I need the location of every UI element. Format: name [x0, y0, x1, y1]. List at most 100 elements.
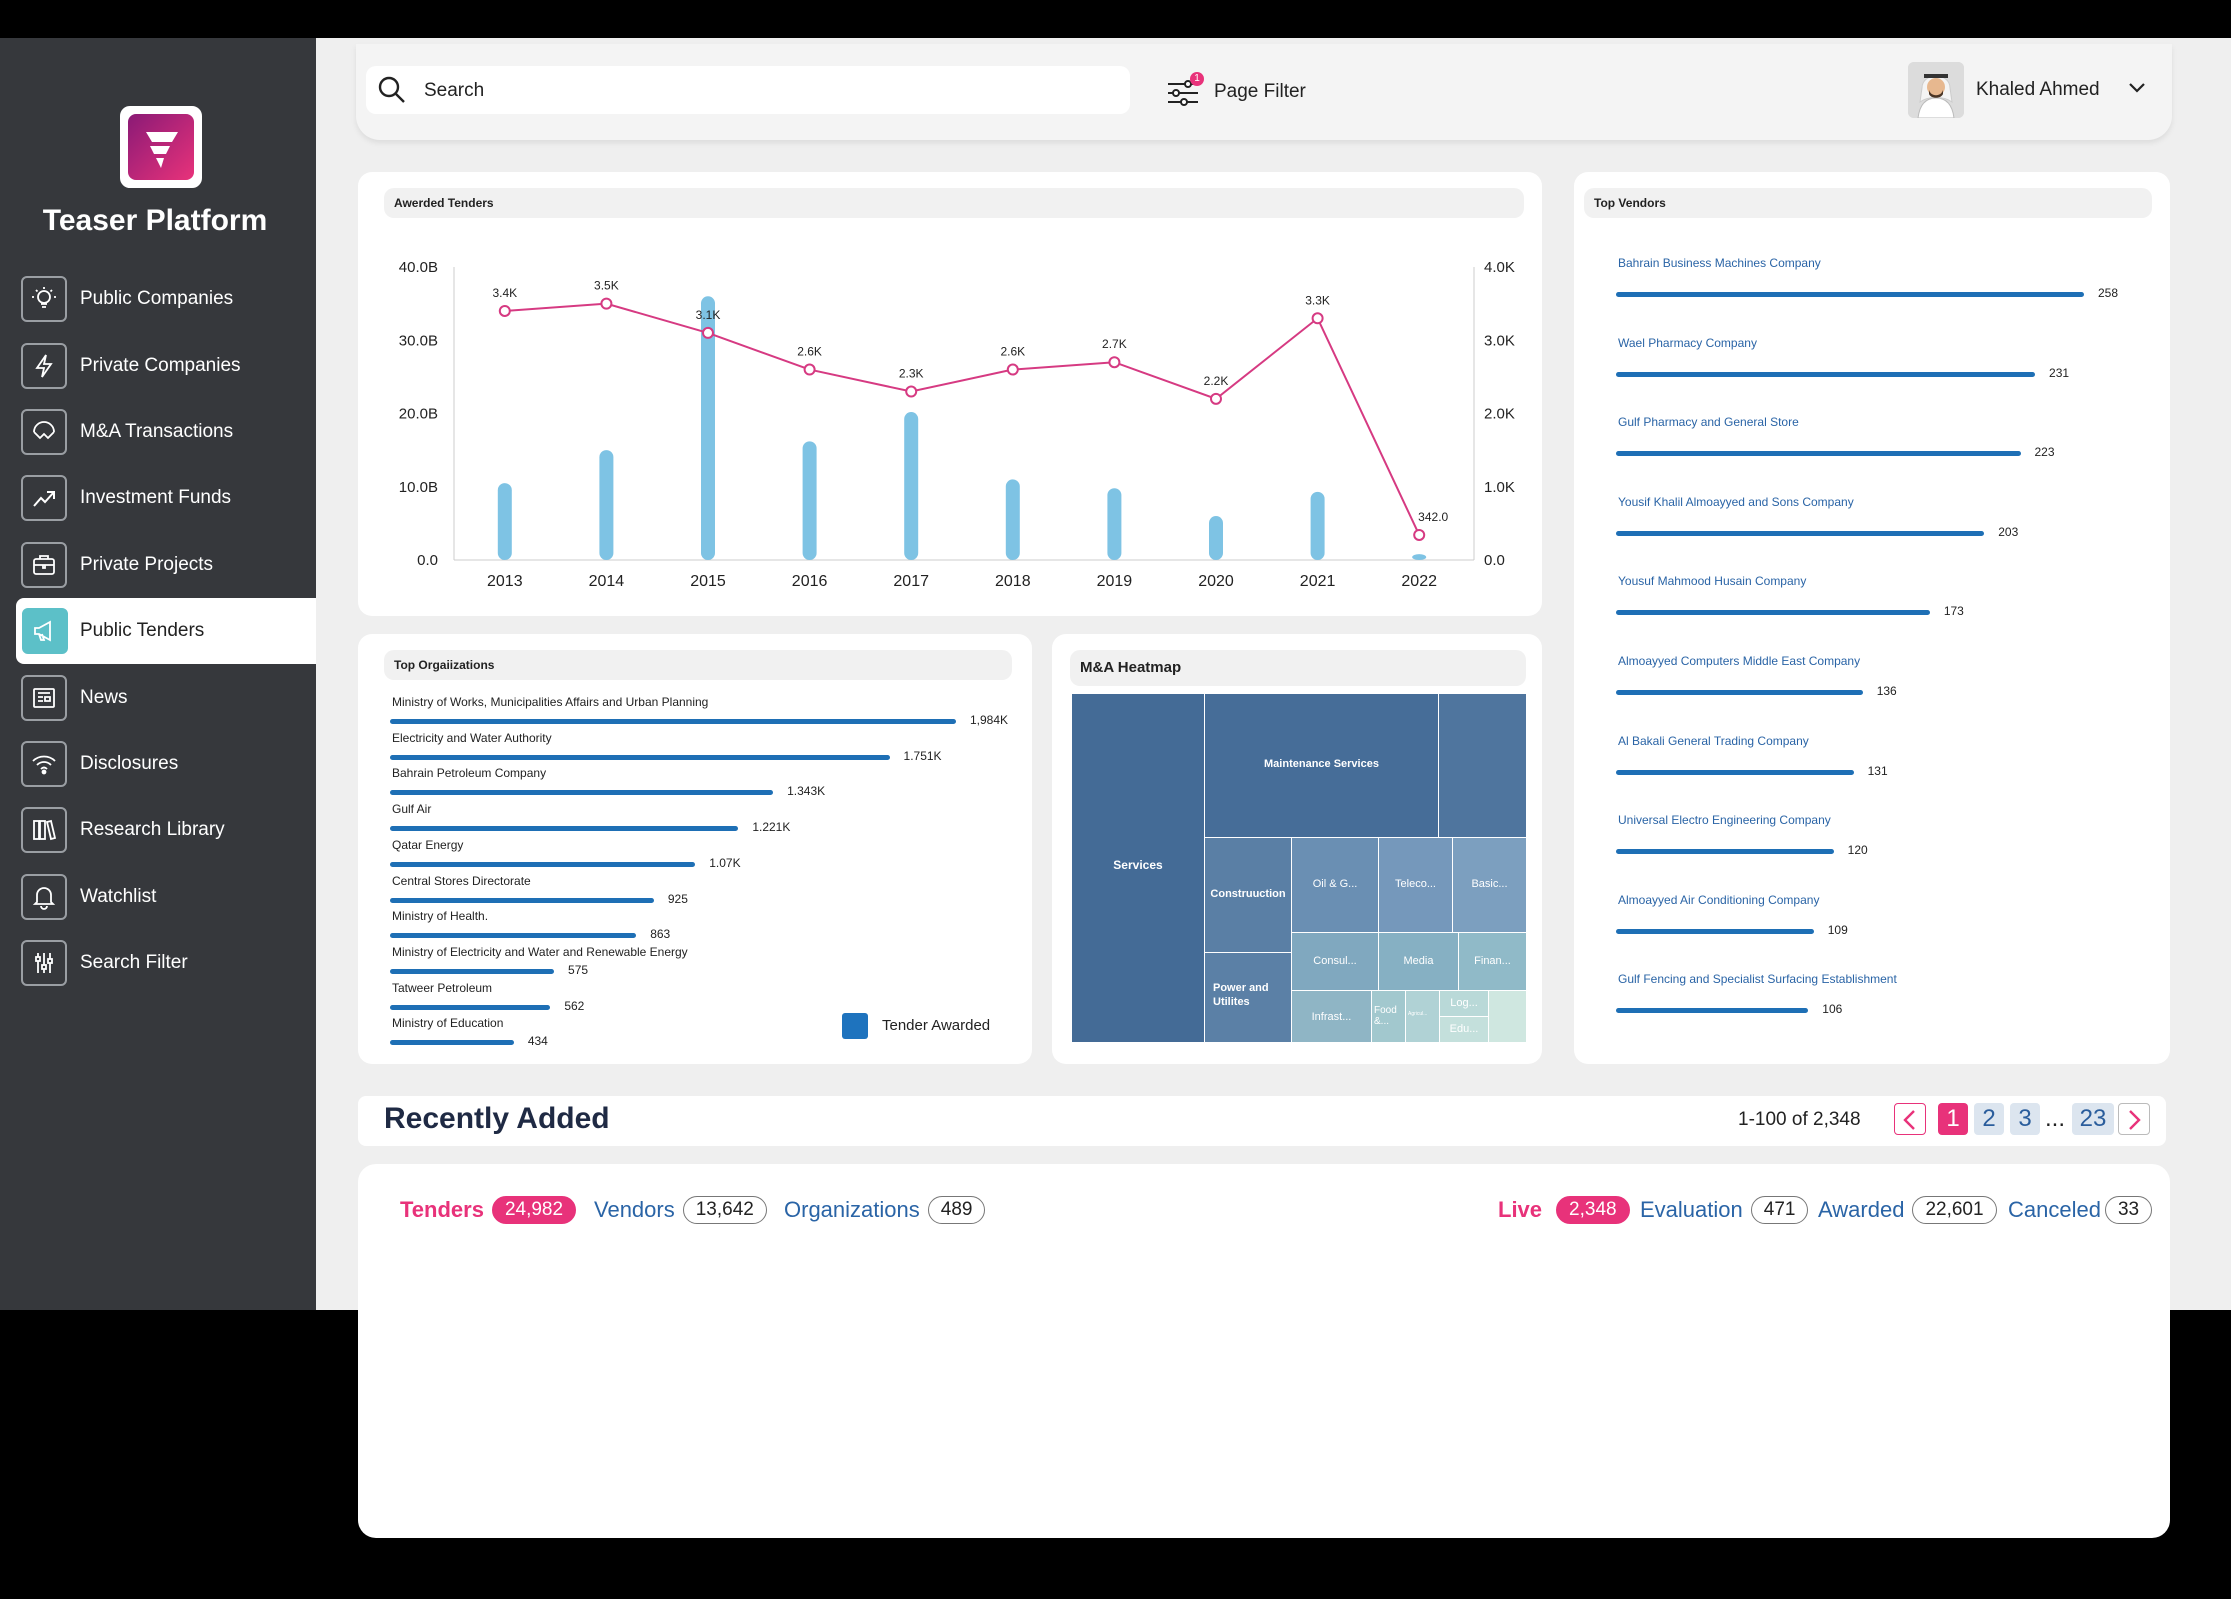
heatmap-cell[interactable]: Log... [1440, 991, 1488, 1016]
count-badge: 489 [927, 1196, 986, 1224]
next-page-button[interactable] [2118, 1103, 2150, 1135]
bar [1412, 554, 1427, 560]
x-tick-label: 2022 [1401, 573, 1437, 590]
sidebar-item-ma-transactions[interactable]: M&A Transactions [0, 399, 316, 465]
chevron-down-icon [2128, 81, 2146, 99]
heatmap-cell[interactable]: Services [1072, 694, 1204, 1042]
lightning-icon [21, 342, 67, 389]
bar-category-label: Qatar Energy [392, 837, 464, 852]
line-point [702, 326, 714, 339]
app-logo[interactable] [120, 106, 202, 188]
sidebar-item-watchlist[interactable]: Watchlist [0, 864, 316, 930]
page-1-button[interactable]: 1 [1938, 1103, 1968, 1135]
heatmap-cell[interactable]: Food &... [1372, 991, 1405, 1042]
status-live[interactable]: Live 2,348 [1498, 1196, 1630, 1224]
bar [390, 1004, 551, 1010]
bar-value-label: 1,984K [970, 713, 1009, 727]
y-left-tick-label: 0.0 [417, 552, 438, 569]
page-23-button[interactable]: 23 [2072, 1103, 2114, 1135]
search-input[interactable]: Search [366, 66, 1130, 114]
status-evaluation[interactable]: Evaluation 471 [1640, 1196, 1809, 1224]
page-3-button[interactable]: 3 [2010, 1103, 2040, 1135]
sidebar-item-label: M&A Transactions [80, 420, 234, 442]
status-awarded[interactable]: Awarded 22,601 [1818, 1196, 1997, 1224]
bar [1107, 488, 1122, 560]
line-series [504, 302, 1421, 536]
bar [1616, 530, 1985, 536]
data-label: 3.5K [594, 279, 619, 293]
sidebar-item-label: Investment Funds [80, 487, 232, 509]
bar-category-label: Wael Pharmacy Company [1618, 335, 1757, 350]
heatmap-cell[interactable] [1489, 991, 1526, 1042]
heatmap-cell[interactable]: Basic... [1453, 838, 1526, 932]
top-vendors-title: Top Vendors [1584, 188, 2152, 218]
heatmap-cell[interactable]: Media [1379, 933, 1458, 990]
bar-category-label: Ministry of Electricity and Water and Re… [392, 944, 688, 959]
sidebar-item-label: Disclosures [80, 752, 179, 774]
bar [1616, 849, 1834, 855]
x-tick-label: 2014 [589, 573, 625, 590]
bell-icon [21, 873, 67, 920]
bar [390, 897, 654, 903]
bar-category-label: Yousuf Mahmood Husain Company [1618, 574, 1807, 589]
line-point [905, 385, 918, 398]
data-label: 2.6K [1000, 345, 1025, 359]
data-label: 2.3K [899, 367, 924, 381]
user-menu[interactable]: Khaled Ahmed [1908, 62, 2146, 118]
count-badge: 24,982 [491, 1196, 577, 1224]
bar [390, 754, 890, 760]
tab-label: Organizations [784, 1197, 920, 1222]
sidebar-item-news[interactable]: News [0, 664, 316, 730]
sidebar-item-private-projects[interactable]: Private Projects [0, 532, 316, 598]
sidebar-item-disclosures[interactable]: Disclosures [0, 731, 316, 797]
data-label: 3.1K [696, 308, 721, 322]
bar-value-label: 1.343K [787, 784, 826, 799]
sidebar-item-research-library[interactable]: Research Library [0, 797, 316, 863]
page-2-button[interactable]: 2 [1974, 1103, 2004, 1135]
bar [1616, 1008, 1809, 1014]
heatmap-cell[interactable]: Construuction [1205, 838, 1291, 952]
status-canceled[interactable]: Canceled 33 [2008, 1196, 2153, 1224]
bar-category-label: Bahrain Business Machines Company [1618, 256, 1821, 270]
tab-organizations[interactable]: Organizations 489 [784, 1196, 986, 1224]
page-filter-button[interactable]: 1 Page Filter [1166, 72, 1306, 112]
bar [1209, 516, 1223, 560]
handshake-icon [21, 408, 67, 455]
y-left-tick-label: 10.0B [399, 479, 438, 496]
tab-vendors[interactable]: Vendors 13,642 [594, 1196, 767, 1224]
count-badge: 22,601 [1912, 1196, 1997, 1224]
count-badge: 2,348 [1556, 1196, 1630, 1224]
sidebar-item-public-companies[interactable]: Public Companies [0, 266, 316, 332]
sidebar-item-investment-funds[interactable]: Investment Funds [0, 465, 316, 531]
heatmap-cell[interactable]: Maintenance Services [1205, 694, 1438, 837]
heatmap-cell[interactable]: Finan... [1459, 933, 1526, 990]
heatmap-cell[interactable]: Infrast... [1292, 991, 1371, 1042]
bar [701, 296, 715, 560]
heatmap-cell[interactable]: Agricul... [1406, 991, 1439, 1042]
sidebar-item-private-companies[interactable]: Private Companies [0, 332, 316, 398]
heatmap-cell[interactable]: Teleco... [1379, 838, 1452, 932]
x-tick-label: 2019 [1097, 573, 1133, 590]
bar-category-label: Gulf Fencing and Specialist Surfacing Es… [1618, 972, 1897, 987]
sidebar-item-public-tenders[interactable]: Public Tenders [16, 597, 316, 665]
lightbulb-icon [21, 276, 67, 323]
data-label: 3.3K [1305, 293, 1330, 307]
heatmap-cell[interactable] [1439, 694, 1526, 837]
line-point [1210, 392, 1222, 405]
user-name: Khaled Ahmed [1976, 79, 2100, 100]
prev-page-button[interactable] [1894, 1103, 1926, 1135]
sidebar-item-search-filter[interactable]: Search Filter [0, 930, 316, 996]
heatmap-cell[interactable]: Oil & G... [1292, 838, 1378, 932]
bar-category-label: Al Bakali General Trading Company [1618, 733, 1809, 748]
page-filter-label: Page Filter [1214, 81, 1306, 102]
tab-tenders[interactable]: Tenders 24,982 [400, 1196, 577, 1224]
sidebar-item-label: News [80, 686, 128, 708]
line-point [1108, 356, 1121, 369]
data-label: 2.7K [1102, 337, 1127, 351]
y-right-tick-label: 4.0K [1484, 259, 1515, 276]
tab-label: Tenders [400, 1197, 484, 1222]
heatmap-cell[interactable]: Consul... [1292, 933, 1378, 990]
heatmap-cell[interactable]: Edu... [1440, 1017, 1488, 1042]
heatmap-cell[interactable]: Power and Utilites [1205, 953, 1291, 1042]
bar-category-label: Gulf Pharmacy and General Store [1618, 415, 1799, 430]
